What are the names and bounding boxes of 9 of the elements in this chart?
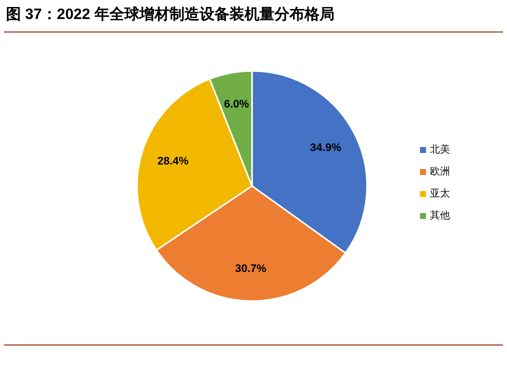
legend-label: 亚太 [430,188,450,200]
data-label: 30.7% [235,262,267,275]
data-label: 6.0% [224,98,250,111]
data-label: 34.9% [310,142,342,154]
legend-label: 其他 [430,210,450,222]
legend-label: 欧洲 [430,166,450,178]
data-label: 28.4% [157,155,189,168]
chart-title: 图 37：2022 年全球增材制造设备装机量分布格局 [6,6,334,23]
legend-label: 北美 [430,144,450,156]
